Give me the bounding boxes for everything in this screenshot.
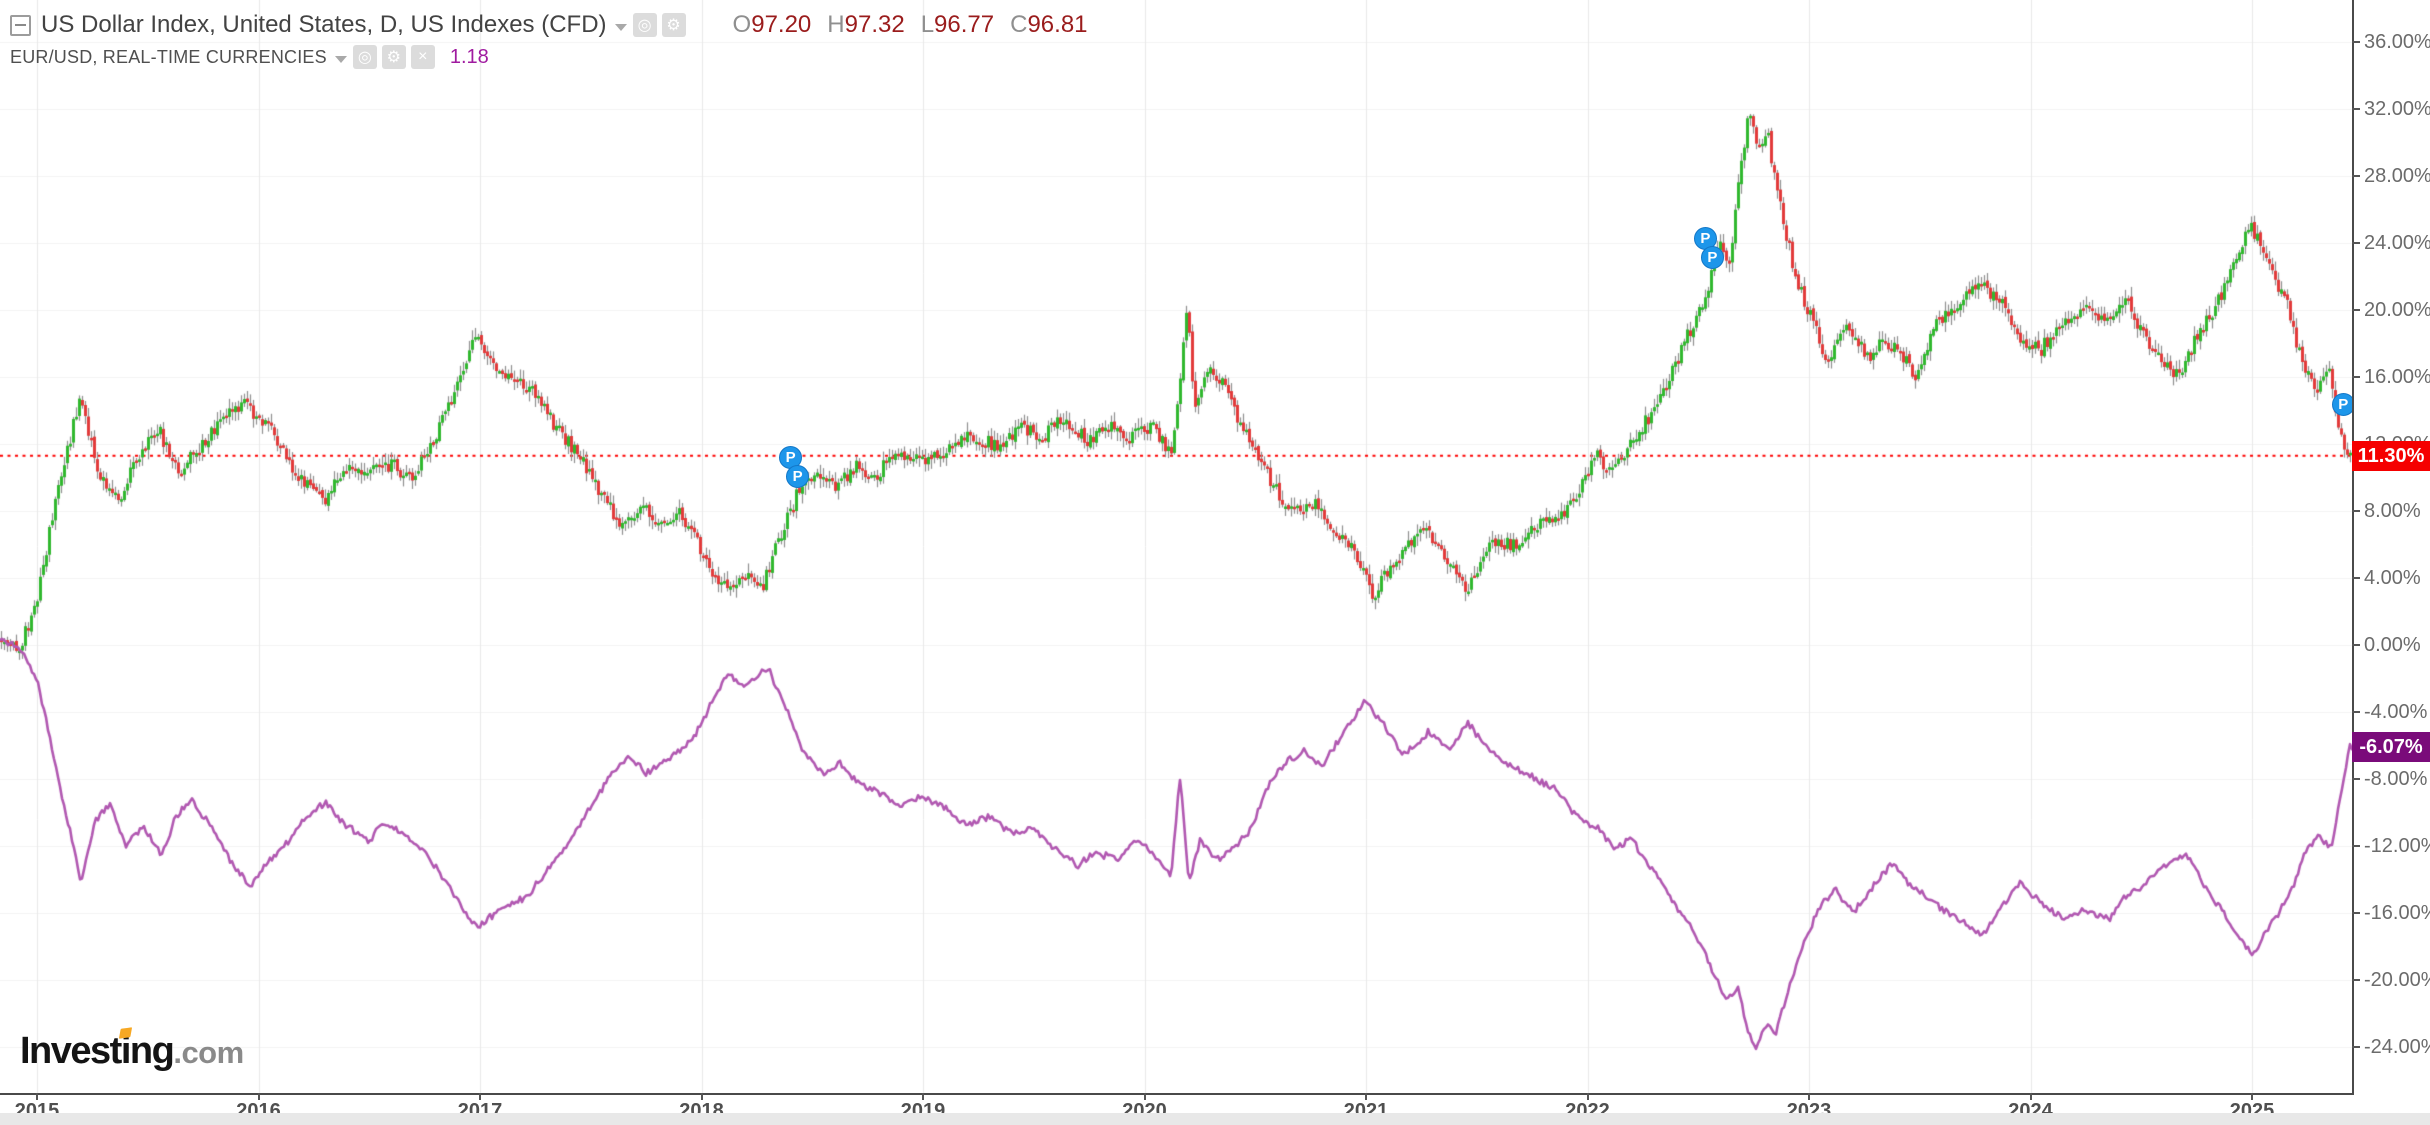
usd-price-badge: 11.30% [2352,440,2430,471]
symbol-title-usd-index[interactable]: US Dollar Index, United States, D, US In… [41,11,607,38]
time-tick [1808,1093,1810,1100]
settings-icon-button[interactable]: ⚙ [381,45,406,69]
time-tick [257,1093,260,1100]
time-tick [700,1093,703,1100]
price-axis-label: 28.00% [2364,165,2430,187]
eur-price-badge: -6.07% [2352,731,2430,762]
chevron-down-icon[interactable] [334,55,347,63]
investing-logo: Investing.com [20,1030,244,1073]
price-axis-label: 32.00% [2364,98,2430,120]
time-tick [2029,1093,2032,1100]
price-tick [2352,376,2360,378]
symbol-row-eurusd: EUR/USD, REAL-TIME CURRENCIES ◎ ⚙ × 1.18 [10,43,1104,71]
time-tick [922,1093,924,1100]
price-tick [2352,711,2360,713]
price-tick [2352,778,2360,780]
price-axis-label: -24.00% [2364,1036,2430,1058]
time-axis-line[interactable] [0,1093,2354,1095]
price-axis-label: 16.00% [2364,366,2430,388]
low-label: L [920,11,935,38]
price-tick [2352,108,2360,110]
price-tick [2352,1046,2360,1048]
visibility-icon-button[interactable]: ◎ [352,45,377,69]
logo-orange-accent: i [120,1030,132,1072]
price-axis-label: -20.00% [2364,969,2430,991]
time-tick [2251,1093,2253,1100]
symbol-title-eurusd[interactable]: EUR/USD, REAL-TIME CURRENCIES [10,46,327,67]
price-axis-label: -8.00% [2364,768,2428,790]
price-axis-label: -16.00% [2364,902,2430,924]
price-tick [2352,309,2360,311]
price-tick [2352,644,2360,646]
price-tick [2352,912,2360,914]
chevron-down-icon[interactable] [614,23,627,31]
open-label: O [732,11,752,38]
price-axis-line[interactable] [2352,0,2354,1093]
price-axis-label: 24.00% [2364,232,2430,254]
high-value: 97.32 [844,11,905,38]
settings-icon-button[interactable]: ⚙ [661,13,686,37]
price-axis-label: 8.00% [2364,500,2421,522]
price-axis-label: 4.00% [2364,567,2421,589]
price-tick [2352,41,2360,43]
position-marker-2022[interactable]: P [1700,245,1724,269]
price-axis-label: 0.00% [2364,634,2421,656]
collapse-icon[interactable] [10,14,31,36]
bottom-strip [0,1113,2430,1125]
price-tick [2352,577,2360,579]
time-tick [1365,1093,1367,1100]
ohlc-readout: O97.20 H97.32 L96.77 C96.81 [733,11,1104,39]
price-tick [2352,845,2360,847]
position-marker-2018[interactable]: P [786,465,810,489]
logo-text: Investing [20,1030,175,1072]
time-tick [36,1093,38,1100]
close-label: C [1010,11,1028,38]
low-value: 96.77 [934,11,995,38]
chart-plot-area[interactable] [0,0,2352,1093]
position-marker-2025[interactable]: P [2331,392,2352,416]
time-tick [1143,1093,1146,1100]
time-tick [479,1093,481,1100]
visibility-icon-button[interactable]: ◎ [632,13,657,37]
price-axis-label: 20.00% [2364,299,2430,321]
price-tick [2352,979,2360,981]
logo-suffix: .com [173,1035,244,1070]
high-label: H [827,11,845,38]
price-axis-label: -4.00% [2364,701,2428,723]
close-icon-button[interactable]: × [410,45,435,69]
price-axis-label: -12.00% [2364,835,2430,857]
eurusd-last-value: 1.18 [449,45,489,68]
symbol-row-usd-index: US Dollar Index, United States, D, US In… [10,8,1104,42]
price-tick [2352,510,2360,512]
price-tick [2352,242,2360,244]
time-tick [1586,1093,1589,1100]
price-axis-label: 36.00% [2364,31,2430,53]
legend: US Dollar Index, United States, D, US In… [10,8,1104,71]
close-value: 96.81 [1027,11,1088,38]
price-tick [2352,175,2360,177]
open-value: 97.20 [751,11,812,38]
